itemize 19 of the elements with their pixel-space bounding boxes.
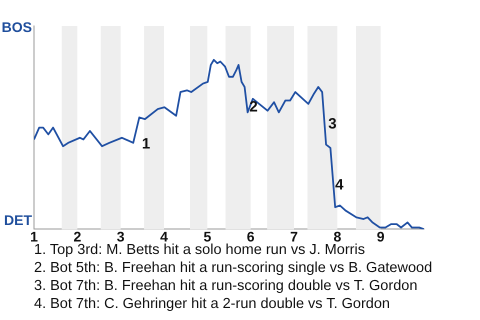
annotation: 4: [335, 176, 344, 194]
x-tick-label: 8: [333, 228, 342, 244]
annotation: 1: [142, 136, 150, 153]
annotation: 2: [249, 98, 258, 116]
x-tick-label: 2: [73, 228, 82, 244]
x-tick-label: 3: [116, 228, 125, 244]
x-tick-label: 1: [30, 228, 38, 244]
annotation: 3: [328, 115, 337, 132]
text: BOS: [2, 18, 32, 35]
x-tick-label: 7: [290, 228, 298, 244]
x-tick-label: 5: [203, 228, 212, 244]
text: DET: [4, 212, 32, 228]
text: 3. Bot 7th: B. Freehan hit a run-scoring double vs T. Gordon: [34, 277, 418, 295]
x-tick-label: 6: [246, 228, 255, 244]
x-tick-label: 9: [376, 228, 385, 244]
text: 2. Bot 5th: B. Freehan hit a run-scoring single vs B. Gatewood: [34, 259, 432, 277]
x-tick-label: 4: [160, 228, 168, 244]
text: 4. Bot 7th: C. Gehringer hit a 2-run double vs T. Gordon: [34, 295, 391, 313]
text: 1. Top 3rd: M. Betts hit a solo home run vs J. Morris: [34, 242, 365, 258]
